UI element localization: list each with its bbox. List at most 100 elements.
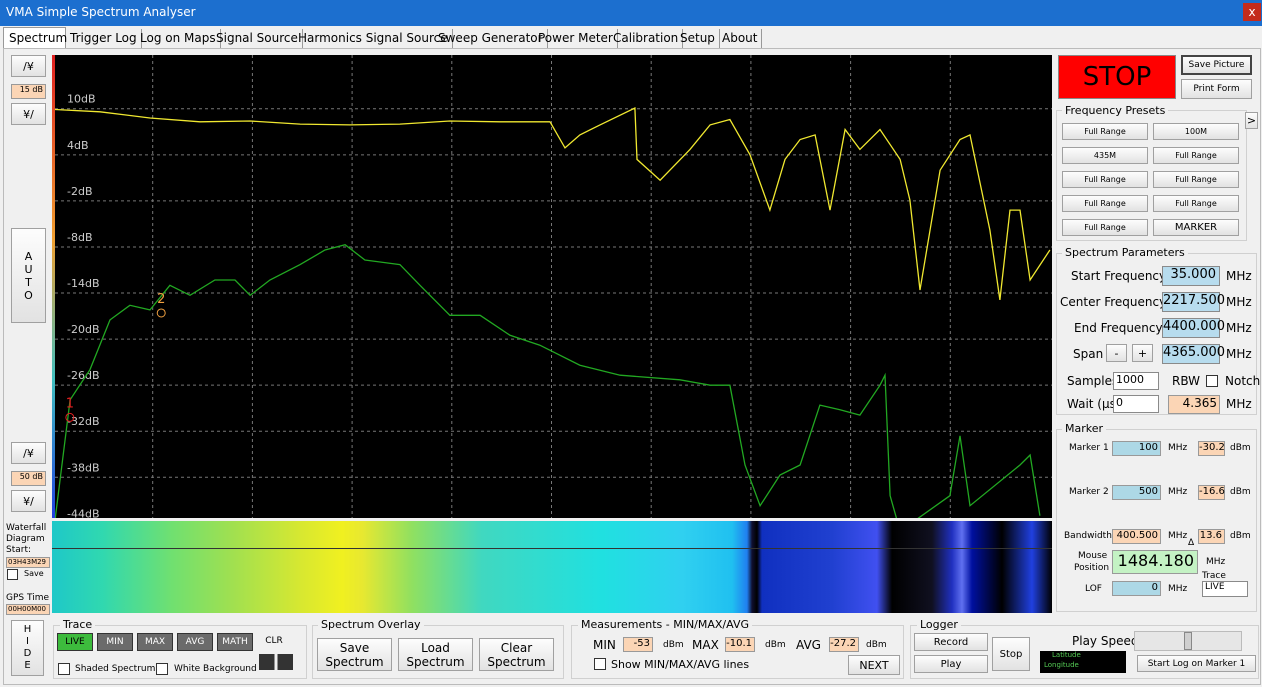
waterfall [52, 521, 1052, 613]
window-title: VMA Simple Spectrum Analyser [6, 5, 196, 19]
trace-button[interactable]: AVG [177, 633, 213, 651]
notch-checkbox[interactable] [1206, 375, 1218, 387]
y-tick-label: 4dB [67, 139, 89, 152]
wait-select[interactable]: 0 [1113, 395, 1159, 413]
param-value: 4365.000 [1162, 344, 1225, 364]
tab[interactable]: Calibration [609, 29, 684, 48]
rbw-label: RBW [1172, 374, 1201, 388]
shaded-checkbox[interactable] [58, 663, 70, 675]
y-tick-label: -32dB [67, 415, 100, 428]
preset-button[interactable]: Full Range [1062, 219, 1148, 236]
preset-button[interactable]: Full Range [1153, 195, 1239, 212]
preset-button[interactable]: 100M [1153, 123, 1239, 140]
mouse-value: 1484.180 [1112, 550, 1198, 574]
marker-unit: MHz [1168, 443, 1188, 453]
param-label: End Frequency [1074, 321, 1163, 335]
auto-letter: U [24, 262, 33, 276]
tab[interactable]: Power Meter [534, 29, 618, 48]
trace-button[interactable]: MIN [97, 633, 133, 651]
presets-more[interactable]: > [1245, 112, 1258, 129]
scale-down-button[interactable]: ¥/ [11, 103, 46, 125]
param-value: 2217.500 [1162, 292, 1225, 312]
trace-label: Trace [1202, 571, 1226, 581]
print-form-button[interactable]: Print Form [1181, 79, 1252, 99]
gps-time: 00H00M00 [6, 604, 50, 615]
level-strip [52, 55, 56, 518]
trace-select[interactable]: LIVE [1202, 581, 1248, 597]
tab[interactable]: Setup [676, 29, 720, 48]
preset-button[interactable]: Full Range [1062, 195, 1148, 212]
trace-button[interactable]: LIVE [57, 633, 93, 651]
gps-display [1040, 651, 1126, 673]
logger-stop-button[interactable]: Stop [992, 637, 1030, 671]
scale-up-button[interactable]: /¥ [11, 55, 46, 77]
marker-label: Marker 1 [1069, 443, 1109, 453]
start-log-button[interactable]: Start Log on Marker 1 [1137, 655, 1256, 672]
tab-active [3, 27, 66, 49]
y-tick-label: 10dB [67, 93, 96, 106]
save-label: Save [24, 569, 44, 578]
measure-value: -10.1 [725, 637, 755, 652]
preset-button[interactable]: Full Range [1062, 171, 1148, 188]
preset-button[interactable]: 435M [1062, 147, 1148, 164]
param-unit: MHz [1226, 269, 1252, 283]
waterfall-label: Diagram [6, 534, 45, 544]
trace-button[interactable]: MAX [137, 633, 173, 651]
show-lines-label: Show MIN/MAX/AVG lines [611, 658, 750, 671]
y-tick-label: -2dB [67, 185, 93, 198]
auto-letter: A [24, 249, 33, 263]
trace-line [55, 106, 1051, 300]
gps-field: Longitude [1044, 661, 1079, 669]
samples-select[interactable]: 1000 [1113, 372, 1159, 390]
tab[interactable]: Signal Source [212, 29, 303, 48]
button-text: Spectrum [487, 654, 546, 669]
overlay-button[interactable]: Load Spectrum [398, 638, 473, 671]
play-button[interactable]: Play [914, 655, 988, 673]
preset-button[interactable]: Full Range [1153, 171, 1239, 188]
tab[interactable]: Sweep Generator [434, 29, 548, 48]
preset-button[interactable]: Full Range [1153, 147, 1239, 164]
show-lines-checkbox[interactable] [594, 658, 606, 670]
measure-label: MIN [593, 638, 616, 652]
span-plus[interactable]: + [1132, 344, 1153, 362]
samples-label: Samples [1067, 374, 1119, 388]
next-button[interactable]: NEXT [848, 655, 900, 675]
span-minus[interactable]: - [1106, 344, 1127, 362]
scale-down-button[interactable]: ¥/ [11, 490, 46, 512]
preset-button[interactable]: Full Range [1062, 123, 1148, 140]
tab[interactable]: Trigger Log [66, 29, 142, 48]
clear-button[interactable]: CLR [265, 636, 283, 646]
logger-title: Logger [917, 618, 961, 631]
tool-icons[interactable] [259, 654, 293, 670]
white-bg-checkbox[interactable] [156, 663, 168, 675]
tab[interactable]: Harmonics Signal Source [294, 29, 453, 48]
overlay-button[interactable]: Clear Spectrum [479, 638, 554, 671]
preset-button[interactable]: MARKER [1153, 219, 1239, 236]
marker-point [156, 308, 166, 318]
tab[interactable]: Spectrum [9, 31, 68, 45]
slider-thumb[interactable] [1184, 632, 1192, 650]
record-button[interactable]: Record [914, 633, 988, 651]
param-label: Center Frequency [1060, 295, 1167, 309]
save-checkbox[interactable] [7, 569, 18, 580]
measure-unit: dBm [866, 640, 887, 650]
trace-button[interactable]: MATH [217, 633, 253, 651]
stop-button[interactable]: STOP [1058, 55, 1176, 99]
param-unit: MHz [1226, 295, 1252, 309]
scale-up-button[interactable]: /¥ [11, 442, 46, 464]
overlay-button[interactable]: Save Spectrum [317, 638, 392, 671]
button-text: Clear [500, 640, 533, 655]
save-picture-button[interactable]: Save Picture [1181, 55, 1252, 75]
bandwidth-level: 13.6 [1198, 529, 1225, 544]
button-text: Spectrum [406, 654, 465, 669]
close-button[interactable]: x [1243, 3, 1261, 21]
param-unit: MHz [1226, 321, 1252, 335]
scale-step: 15 dB [11, 84, 46, 99]
y-tick-label: -44dB [67, 507, 100, 518]
tab[interactable]: Log on Maps [136, 29, 221, 48]
marker-label: 2 [157, 292, 165, 307]
button-text: Spectrum [325, 654, 384, 669]
tab[interactable]: About [718, 29, 763, 48]
